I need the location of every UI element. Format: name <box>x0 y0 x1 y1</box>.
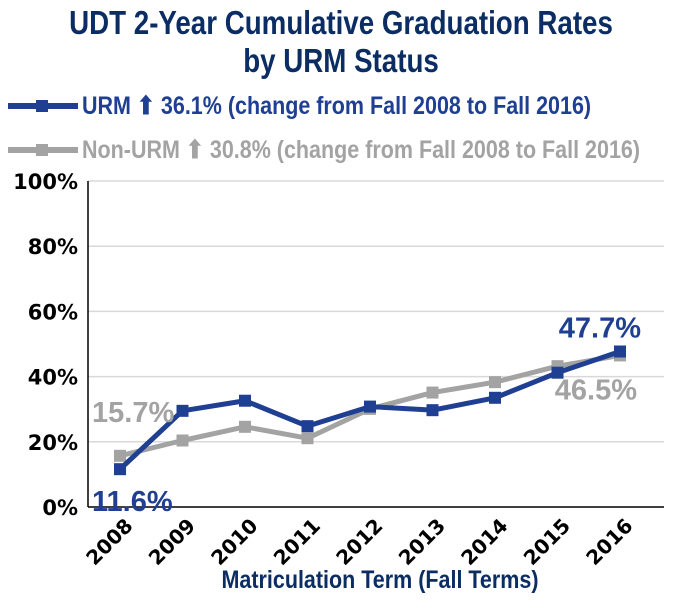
y-tick-label: 0% <box>42 496 78 520</box>
legend-item-urm: URM ⬆ 36.1% (change from Fall 2008 to Fa… <box>0 89 674 123</box>
data-point-urm <box>176 404 189 417</box>
x-tick-label: 2013 <box>394 514 450 570</box>
data-labels: 15.7% 11.6% 47.7% 46.5% <box>92 312 641 518</box>
data-point-non-urm <box>426 386 439 399</box>
y-tick-label: 40% <box>28 366 78 390</box>
x-tick-label: 2009 <box>144 514 200 570</box>
y-tick-label: 20% <box>28 431 78 455</box>
x-tick-label: 2012 <box>331 514 387 570</box>
x-tick-label: 2015 <box>519 514 575 570</box>
y-tick-label: 60% <box>28 300 78 324</box>
legend-label-non-urm: Non-URM ⬆ 30.8% (change from Fall 2008 t… <box>82 136 641 164</box>
x-tick-label: 2014 <box>456 514 512 570</box>
y-tick-label: 100% <box>13 170 78 194</box>
data-point-non-urm <box>489 376 501 389</box>
data-label: 47.7% <box>559 312 641 344</box>
x-tick-label: 2010 <box>206 514 262 570</box>
data-point-urm <box>426 404 439 417</box>
series-lines <box>114 345 626 476</box>
y-tick-label: 80% <box>28 235 78 259</box>
data-point-urm <box>239 394 251 407</box>
legend-swatch-urm <box>8 100 78 112</box>
x-axis-ticks: 2008 2009 2010 2011 2012 2013 2014 2015 2016 <box>81 514 637 570</box>
legend-swatch-non-urm <box>8 144 78 156</box>
legend-item-non-urm: Non-URM ⬆ 30.8% (change from Fall 2008 t… <box>0 133 682 167</box>
data-point-non-urm <box>301 432 314 445</box>
data-point-non-urm <box>114 449 126 462</box>
data-point-urm <box>301 420 314 433</box>
chart-title: UDT 2-Year Cumulative Graduation Rates b… <box>69 4 613 79</box>
data-point-urm <box>364 400 376 413</box>
data-point-non-urm <box>176 434 189 447</box>
y-axis-ticks: 0% 20% 40% 60% 80% 100% <box>13 170 78 520</box>
data-label: 46.5% <box>555 374 637 406</box>
data-label: 15.7% <box>92 397 174 429</box>
data-point-urm <box>114 463 126 476</box>
data-label: 11.6% <box>92 486 173 518</box>
legend-label-urm: URM ⬆ 36.1% (change from Fall 2008 to Fa… <box>82 92 592 120</box>
x-axis-label: Matriculation Term (Fall Terms) <box>221 566 539 594</box>
x-tick-label: 2008 <box>81 514 137 570</box>
data-point-urm <box>551 366 564 379</box>
x-tick-label: 2016 <box>581 514 637 570</box>
data-point-non-urm <box>239 420 251 433</box>
data-point-urm <box>489 391 501 404</box>
x-tick-label: 2011 <box>269 514 325 570</box>
data-point-urm <box>614 345 626 358</box>
